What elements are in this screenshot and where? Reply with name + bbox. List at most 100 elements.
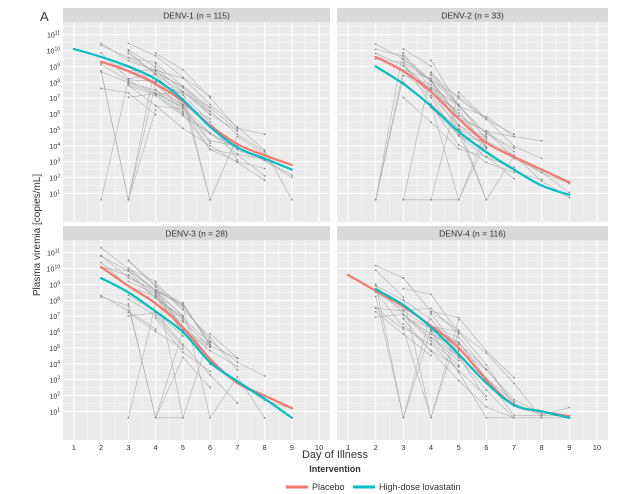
x-tick-label: 1 [346,443,350,452]
individual-point [181,76,184,79]
individual-trajectory [430,326,515,407]
series-line-placebo [100,265,293,410]
individual-point [457,330,460,333]
individual-point [154,285,157,288]
individual-point [127,267,130,270]
individual-point [402,277,405,279]
individual-point [263,159,266,162]
individual-point [457,369,460,372]
gridlines [63,240,330,440]
individual-point [485,350,488,352]
individual-trajectory [155,69,293,200]
individual-point [457,95,460,98]
y-tick-label: 102 [49,392,60,401]
x-tick-label: 9 [290,443,294,452]
individual-point [430,83,432,86]
individual-trajectory [430,326,515,402]
individual-point [485,352,488,355]
individual-point [100,42,103,45]
individual-point [236,402,239,404]
individual-point [374,284,377,287]
individual-point [374,48,377,51]
individual-point [209,148,212,151]
individual-trajectory [128,63,211,200]
individual-trajectory [128,268,265,377]
individual-point [485,161,488,164]
individual-point [263,179,266,182]
individual-point [457,359,460,362]
individual-point [154,93,157,96]
y-tick-label: 1010 [47,47,61,56]
individual-point [485,138,488,140]
individual-point [513,166,515,169]
individual-point [181,335,184,337]
y-tick-label: 105 [49,126,60,135]
individual-point [209,117,212,120]
x-axis-label: Day of Illness [302,449,369,461]
individual-point [127,303,130,305]
individual-point [209,198,212,201]
individual-point [430,71,432,74]
individual-point [457,329,460,331]
individual-point [127,56,130,59]
individual-trajectory [155,84,238,147]
individual-point [430,310,432,313]
individual-point [154,109,157,111]
x-tick-label: 4 [154,443,158,452]
individual-point [127,84,130,87]
individual-point [181,317,184,320]
individual-point [181,86,184,89]
y-tick-label: 1011 [47,31,60,40]
individual-point [374,52,377,55]
y-tick-label: 104 [49,142,60,151]
individual-point [100,296,103,298]
individual-point [430,94,432,97]
individual-trajectory [155,293,238,367]
individual-point [236,148,239,151]
individual-point [457,356,460,359]
individual-point [457,336,460,339]
individual-point [568,191,571,194]
individual-point [430,330,432,333]
individual-trajectory [100,247,238,419]
y-tick-label: 106 [49,328,60,337]
individual-point [485,118,488,121]
y-tick-label: 104 [49,360,60,369]
individual-point [430,59,432,62]
individual-trajectory [155,92,293,178]
individual-point [540,180,543,182]
individual-point [100,294,103,297]
individual-point [402,52,405,55]
individual-point [568,406,571,409]
individual-point [430,342,432,345]
individual-point [402,416,405,419]
individual-point [181,91,184,94]
individual-point [540,414,543,417]
individual-point [402,299,405,302]
individual-point [430,198,432,201]
individual-point [127,91,130,94]
individual-point [430,96,432,99]
individual-point [402,287,405,290]
individual-point [209,132,212,135]
individual-point [100,261,103,264]
individual-point [236,158,239,161]
individual-point [209,139,212,142]
individual-point [181,347,184,350]
facet-title: DENV-4 (n = 116) [439,229,506,239]
individual-point [209,142,212,145]
individual-point [263,133,266,136]
y-tick-label: 1011 [47,249,60,258]
individual-trajectory [128,69,211,200]
individual-point [513,416,515,419]
individual-trajectory [128,93,265,169]
individual-trajectories [100,42,293,201]
individual-point [513,147,515,150]
individual-point [457,104,460,107]
y-tick-label: 108 [49,78,60,87]
x-tick-label: 1 [72,443,76,452]
individual-point [430,307,432,310]
series-line-placebo [374,55,571,184]
individual-point [457,97,460,100]
individual-point [236,356,239,359]
